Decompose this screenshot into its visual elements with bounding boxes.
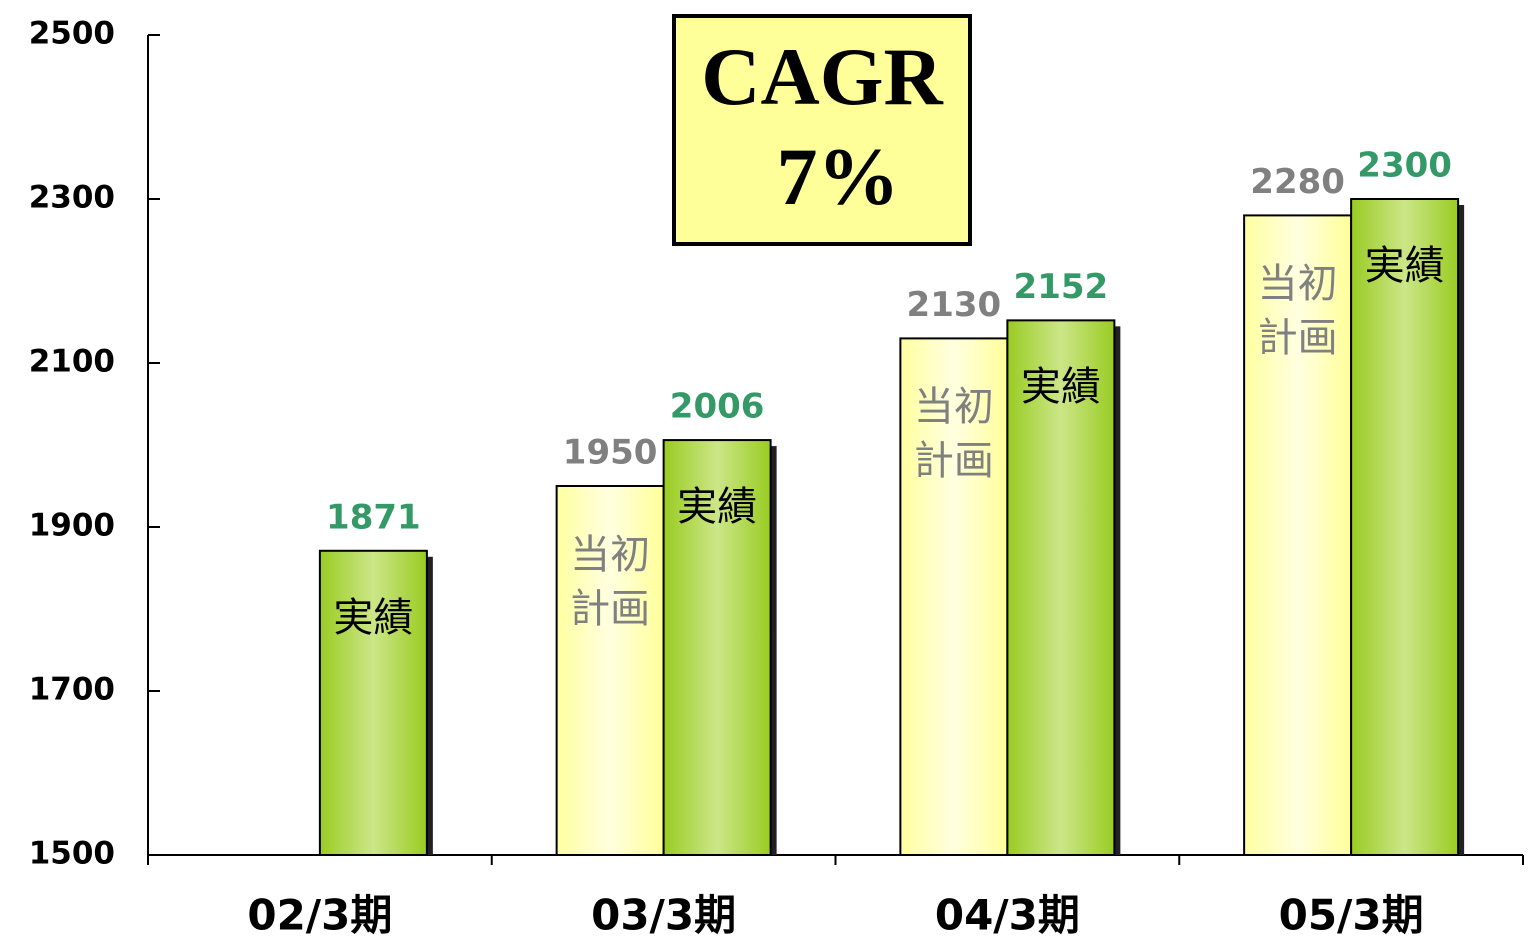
bar-series-label: 実績 (1020, 364, 1101, 411)
value-label: 2130 (907, 285, 1002, 325)
value-label: 1950 (563, 433, 658, 473)
bar-series-label: 実績 (677, 484, 758, 531)
bar (1243, 214, 1353, 856)
series-name: 当初計画 (1257, 261, 1338, 362)
bar (899, 337, 1009, 856)
y-tick-label: 2300 (29, 180, 115, 216)
bar (662, 439, 772, 856)
series-name: 実績 (333, 594, 414, 641)
value-label: 1871 (326, 497, 421, 537)
series-name: 当初計画 (913, 384, 994, 485)
bar (1006, 319, 1116, 856)
value-label: 2152 (1014, 267, 1109, 307)
x-tick-label: 02/3期 (247, 891, 392, 940)
y-tick-label: 1900 (29, 508, 115, 544)
annotation: CAGR (701, 31, 943, 122)
bar-series-label: 当初計画 (570, 532, 651, 632)
y-tick-label: 1700 (29, 672, 115, 708)
x-tick-label: 05/3期 (1279, 891, 1424, 940)
series-name: 実績 (1364, 243, 1445, 289)
series-name: 実績 (677, 484, 758, 531)
bar-series-label: 実績 (333, 594, 414, 641)
y-tick-label: 2500 (29, 16, 115, 52)
bar-series-label: 実績 (1364, 243, 1445, 289)
bar (318, 549, 428, 857)
y-tick-label: 1500 (29, 836, 115, 872)
bar-series-label: 当初計画 (913, 384, 994, 485)
bar-series-label: 当初計画 (1257, 261, 1338, 362)
value-label: 2300 (1357, 146, 1452, 186)
value-label: 2006 (670, 387, 765, 427)
bar (555, 485, 665, 856)
value-label: 2280 (1250, 162, 1345, 202)
annotation: 7% (777, 131, 900, 222)
x-tick-label: 03/3期 (591, 891, 736, 940)
x-tick-label: 04/3期 (935, 891, 1080, 940)
bar (1350, 198, 1460, 856)
y-tick-label: 2100 (29, 344, 115, 380)
annotation-box (672, 14, 972, 246)
series-name: 実績 (1020, 364, 1101, 411)
series-name: 当初計画 (570, 532, 651, 632)
